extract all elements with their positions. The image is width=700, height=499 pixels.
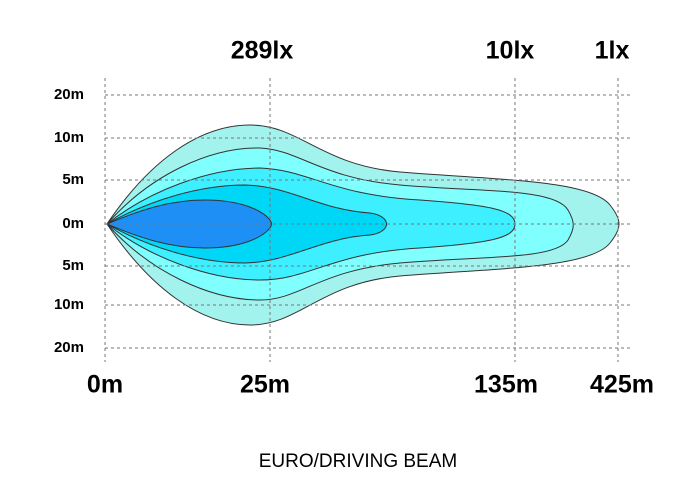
y-label: 5m <box>62 257 84 274</box>
y-label: 10m <box>54 129 84 146</box>
y-label: 0m <box>62 215 84 232</box>
lux-label: 289lx <box>231 37 294 65</box>
y-label: 20m <box>54 86 84 103</box>
x-label: 425m <box>590 371 654 399</box>
x-label: 25m <box>240 371 290 399</box>
y-label: 10m <box>54 296 84 313</box>
grid <box>104 78 632 362</box>
diagram-title: EURO/DRIVING BEAM <box>259 451 457 472</box>
x-label: 135m <box>474 371 538 399</box>
y-label: 20m <box>54 339 84 356</box>
y-label: 5m <box>62 171 84 188</box>
lux-label: 1lx <box>595 37 630 65</box>
x-label: 0m <box>87 371 123 399</box>
lux-label: 10lx <box>486 37 535 65</box>
